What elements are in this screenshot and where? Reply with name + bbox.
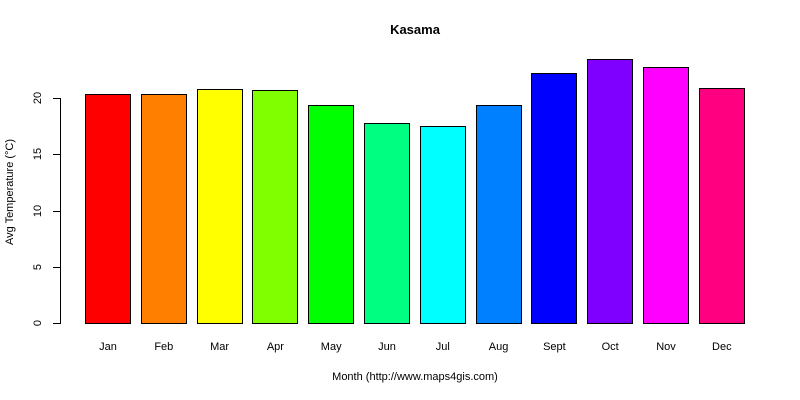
x-tick-label: May	[320, 341, 342, 353]
x-tick-label: Nov	[656, 341, 676, 353]
x-tick-label: Apr	[266, 341, 284, 353]
x-tick-label: Jul	[435, 341, 450, 353]
bar-apr	[252, 90, 299, 324]
y-tick-label: 0	[32, 319, 44, 327]
y-axis-line	[60, 98, 61, 324]
x-tick-label: Oct	[601, 341, 619, 353]
x-tick-label: Mar	[210, 341, 230, 353]
y-tick	[53, 154, 60, 156]
y-tick-label: 5	[32, 263, 44, 270]
bar-jun	[364, 122, 410, 324]
bar-feb	[140, 93, 187, 324]
bar-mar	[196, 89, 243, 324]
bar-jul	[419, 126, 466, 324]
bar-aug	[475, 104, 522, 324]
x-tick-label: Feb	[154, 341, 174, 353]
bar-oct	[587, 58, 634, 324]
x-tick-label: Aug	[488, 341, 509, 353]
chart-title: Kasama	[390, 22, 440, 37]
x-tick-label: Dec	[712, 341, 732, 353]
y-tick	[53, 210, 60, 212]
bar-jan	[85, 93, 131, 324]
bar-dec	[698, 87, 745, 324]
y-tick-label: 20	[32, 91, 44, 105]
bar-may	[308, 104, 355, 324]
x-tick-label: Jun	[378, 341, 396, 353]
x-axis-label: Month (http://www.maps4gis.com)	[332, 371, 498, 383]
bar-nov	[643, 66, 689, 324]
x-tick-label: Sept	[543, 341, 566, 353]
y-tick	[53, 98, 60, 99]
y-tick	[53, 266, 60, 268]
y-tick-label: 15	[32, 148, 44, 161]
bar-sept	[531, 73, 578, 324]
x-tick-label: Jan	[99, 341, 117, 353]
y-tick-label: 10	[32, 204, 44, 217]
y-tick	[53, 323, 60, 324]
